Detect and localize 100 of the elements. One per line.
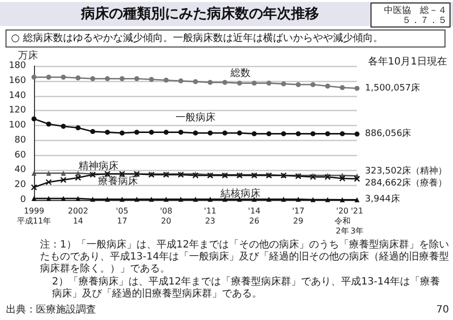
point xyxy=(164,78,169,83)
y-tick-label: 160 xyxy=(8,76,26,86)
point xyxy=(325,197,330,202)
annotation: 3,944床 xyxy=(365,194,400,205)
y-tick-label: 20 xyxy=(14,180,26,190)
point xyxy=(60,124,66,129)
point xyxy=(74,174,82,181)
point xyxy=(310,197,316,202)
point xyxy=(281,81,286,86)
point xyxy=(30,184,38,190)
y-tick-label: 180 xyxy=(8,61,26,71)
point xyxy=(340,85,345,90)
text: 各年10月1日現在 xyxy=(368,56,447,68)
annotation: 精神病床 xyxy=(78,160,119,172)
annotation: 結核病床 xyxy=(220,188,261,200)
y-tick-label: 80 xyxy=(14,135,26,146)
chart-title: 病床の種類別にみた病床数の年次推移 xyxy=(80,5,319,22)
point xyxy=(32,170,36,176)
point xyxy=(46,196,52,202)
point xyxy=(164,196,169,202)
point xyxy=(120,76,125,82)
point xyxy=(134,130,140,135)
point xyxy=(120,196,125,202)
point xyxy=(104,76,110,82)
point xyxy=(310,174,316,180)
y-tick-label: 40 xyxy=(14,165,26,176)
point xyxy=(310,131,316,136)
point xyxy=(76,125,81,130)
x-tick-label: '17 29 xyxy=(292,206,304,226)
source-note: 出典：医療施設調査 xyxy=(6,304,96,316)
y-tick-label: 0 xyxy=(20,195,26,205)
x-tick-label: '11 23 xyxy=(204,206,216,226)
point xyxy=(222,80,228,85)
point xyxy=(325,84,330,89)
point xyxy=(134,196,140,202)
x-tick-label: '08 20 xyxy=(160,206,172,226)
annotation: 323,502床（精神） xyxy=(365,165,448,176)
x-tick-label: '20 令和2年 xyxy=(334,206,350,236)
point xyxy=(340,197,345,202)
point xyxy=(339,175,346,182)
point xyxy=(90,129,96,134)
point xyxy=(354,176,360,182)
point xyxy=(164,130,169,135)
y-tick-label: 60 xyxy=(14,150,26,160)
point xyxy=(90,196,96,202)
point xyxy=(252,131,257,136)
point xyxy=(178,78,184,84)
point xyxy=(104,196,110,202)
annotation: 1,500,057床 xyxy=(365,82,420,94)
point xyxy=(90,76,96,82)
point xyxy=(60,196,66,202)
category-label: '21 3年 xyxy=(350,206,364,236)
point xyxy=(76,196,81,202)
point xyxy=(340,131,345,136)
text: 70 xyxy=(436,304,449,316)
point xyxy=(296,131,301,136)
text: 中医協 総－４ xyxy=(384,5,447,16)
point xyxy=(354,197,360,202)
point xyxy=(32,196,36,202)
x-tick-label: '05 17 xyxy=(116,206,128,226)
text: 注：1）「一般病床」は、平成12年までは「その他の病床」のうち「療養型病床群」を除いたものであり、平成13-14年は「一般病床」及び「経過的旧その他の病床（経過的旧療養型病床群を除く。）」である。 xyxy=(40,238,450,274)
point xyxy=(281,196,286,202)
y-tick-label: 100 xyxy=(8,120,26,131)
point xyxy=(60,74,66,80)
point xyxy=(134,76,140,82)
point xyxy=(46,74,52,80)
text: ５．７．５ xyxy=(402,16,447,26)
point xyxy=(208,80,213,85)
point xyxy=(354,132,360,137)
point xyxy=(192,172,199,179)
y-tick-label: 140 xyxy=(8,90,26,101)
annotation: 総数 xyxy=(230,66,251,79)
annotation: 284,662床（療養） xyxy=(365,177,448,188)
point xyxy=(148,196,154,202)
y-axis-title: 万床 xyxy=(18,50,38,62)
x-tick-label: '14 26 xyxy=(248,206,260,226)
point xyxy=(281,131,286,136)
point xyxy=(76,75,81,80)
point xyxy=(296,82,301,88)
point xyxy=(178,196,184,202)
point xyxy=(120,130,125,136)
chart-subtitle: ○ 総病床数はゆるやかな減少傾向。一般病床数は近年は横ばいからやや減少傾向。 xyxy=(11,32,383,44)
annotation: 一般病床 xyxy=(176,112,216,124)
point xyxy=(222,130,228,136)
point xyxy=(148,130,154,135)
point xyxy=(60,176,66,183)
point xyxy=(296,196,301,202)
annotation: 886,056床 xyxy=(365,128,412,140)
point xyxy=(266,80,272,86)
x-tick-label: 1999 平成11年 xyxy=(16,206,52,226)
annotation: 療養病床 xyxy=(98,174,138,187)
point xyxy=(208,130,213,136)
point xyxy=(354,86,360,91)
point xyxy=(46,170,52,176)
x-tick-label: 2002 14 xyxy=(68,206,88,226)
point xyxy=(178,130,184,135)
point xyxy=(148,76,154,82)
point xyxy=(60,170,66,176)
point xyxy=(104,130,110,135)
point xyxy=(252,80,257,86)
